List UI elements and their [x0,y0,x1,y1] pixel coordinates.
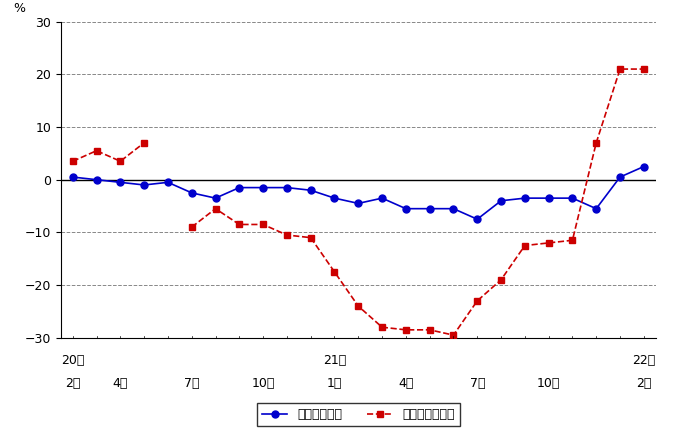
Text: 10月: 10月 [251,377,274,390]
Text: 20年: 20年 [61,353,84,367]
Legend: 総実労働時間, 所定外労働時間: 総実労働時間, 所定外労働時間 [257,403,460,427]
Text: 1月: 1月 [327,377,342,390]
Text: 4月: 4月 [398,377,414,390]
Text: 22年: 22年 [632,353,656,367]
Text: 7月: 7月 [470,377,485,390]
Text: 2月: 2月 [636,377,652,390]
Text: 4月: 4月 [113,377,128,390]
Text: 10月: 10月 [537,377,560,390]
Text: 21年: 21年 [323,353,346,367]
Text: 7月: 7月 [184,377,199,390]
Text: 2月: 2月 [65,377,80,390]
Text: %: % [14,2,25,15]
